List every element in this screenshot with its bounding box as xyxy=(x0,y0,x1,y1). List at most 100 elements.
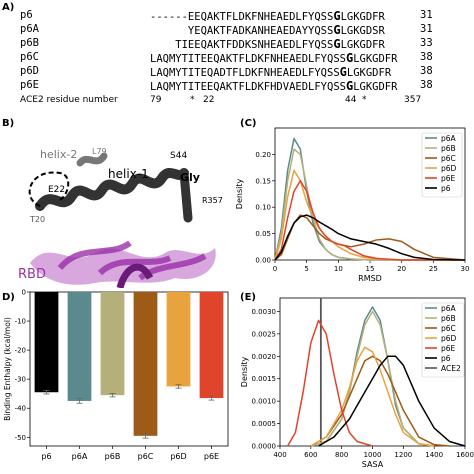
y-tick-label: -10 xyxy=(15,318,26,326)
x-tick-label: p6A xyxy=(72,452,88,461)
sequence-alignment: p6 ------EEQAKTFLDKFNHEAEDLFYQSSGLGKGDFR 3… xyxy=(0,0,474,115)
x-tick-label: 5 xyxy=(304,265,308,273)
bar-p6A xyxy=(67,292,92,401)
x-tick-label: 25 xyxy=(429,265,438,273)
x-axis-label: SASA xyxy=(362,460,384,469)
y-tick-label: 0.0030 xyxy=(252,308,277,316)
y-tick-label: 0.10 xyxy=(255,204,271,212)
x-tick-label: p6 xyxy=(41,452,51,461)
panel-b-label: B) xyxy=(2,118,15,129)
legend-label: p6A xyxy=(441,304,457,313)
chart-rmsd: 0 5 10 15 20 25 30 0.00 0.05 0.10 0.15 0.20 RMSD Dens… xyxy=(235,127,470,283)
legend-label: p6C xyxy=(441,154,456,163)
x-tick-label: 10 xyxy=(334,265,343,273)
y-tick-label: 0.20 xyxy=(255,151,271,159)
y-tick-label: 0.05 xyxy=(255,230,271,238)
bar-p6 xyxy=(34,292,59,393)
t20-label: T20 xyxy=(29,215,45,224)
helix1-tail xyxy=(179,168,193,223)
series-line-p6E xyxy=(287,319,373,447)
sequence-length: 38 xyxy=(420,79,433,91)
bar-p6B xyxy=(100,292,125,396)
legend-label: p6D xyxy=(441,334,457,343)
series-line-p6 xyxy=(274,214,466,261)
y-tick-label: 0.0010 xyxy=(252,398,277,406)
sequence-length: 33 xyxy=(420,37,433,49)
y-tick-label: 0.0015 xyxy=(252,375,277,383)
y-tick-label: 0 xyxy=(22,289,26,297)
series-line-p6A xyxy=(310,306,435,447)
sequence-name: p6A xyxy=(20,23,39,35)
gly-label: Gly xyxy=(180,171,200,184)
x-tick-label: 1400 xyxy=(425,451,443,459)
x-tick-label: p6B xyxy=(105,452,121,461)
y-tick-label: -20 xyxy=(15,347,26,355)
x-tick-label: p6C xyxy=(138,452,154,461)
sequence-text: TIEEQAKTFDDKSNHEAEDLFYQSSGLGKGDFR xyxy=(150,37,385,51)
y-axis-label: Binding Enthalpy (kcal/mol) xyxy=(3,317,12,421)
series-line-p6 xyxy=(318,355,466,447)
legend-label: p6 xyxy=(441,354,451,363)
structure-figure: helix-2 L79 helix-1 S44 Gly E22 R357 T20… xyxy=(18,147,223,288)
panel-a-label: A) xyxy=(2,2,15,13)
helix2-ribbon xyxy=(76,152,108,167)
series-line-p6B xyxy=(274,148,465,261)
sequence-length: 31 xyxy=(420,9,433,21)
s44-label: S44 xyxy=(170,151,187,161)
series-line-p6E xyxy=(274,180,465,261)
sequence-name: p6E xyxy=(20,79,39,91)
helix1-ribbon xyxy=(35,167,189,211)
y-tick-label: -30 xyxy=(15,376,26,384)
residue-star: * xyxy=(362,95,367,105)
x-tick-label: 1600 xyxy=(456,451,474,459)
sequence-length: 31 xyxy=(420,23,433,35)
x-tick-label: 1000 xyxy=(364,451,382,459)
legend-label: p6 xyxy=(441,184,451,193)
l79-label: L79 xyxy=(92,147,107,156)
residue-79: 79 xyxy=(150,95,162,105)
x-tick-label: 20 xyxy=(397,265,406,273)
sequence-name: p6C xyxy=(20,51,39,63)
x-tick-label: 1200 xyxy=(394,451,412,459)
x-tick-label: p6D xyxy=(170,452,186,461)
y-tick-label: 0.15 xyxy=(255,177,271,185)
panel-e-label: (E) xyxy=(240,292,256,303)
r357-label: R357 xyxy=(202,196,223,205)
x-tick-label: 30 xyxy=(461,265,470,273)
rbd-dark-loop xyxy=(116,263,154,288)
x-axis-label: RMSD xyxy=(358,274,382,283)
y-axis-label: Density xyxy=(235,179,244,210)
sequence-length: 38 xyxy=(420,65,433,77)
rbd-label: RBD xyxy=(18,267,46,282)
bar-p6D xyxy=(166,292,191,387)
y-axis-label: Density xyxy=(240,357,249,388)
x-tick-label: 600 xyxy=(304,451,317,459)
x-tick-label: 15 xyxy=(366,265,375,273)
sequence-text: YEQAKTFADKANHEAEDAYYQSSGLGKGDSR xyxy=(150,23,385,37)
y-tick-label: 0.0000 xyxy=(252,443,277,451)
plot-frame xyxy=(29,291,229,447)
legend-label: p6E xyxy=(441,344,456,353)
legend-label: p6C xyxy=(441,324,456,333)
y-tick-label: 0.0025 xyxy=(252,330,277,338)
legend-box xyxy=(421,132,463,198)
residue-44: 44 xyxy=(345,95,357,105)
bar-p6C xyxy=(133,292,158,436)
legend-label: p6E xyxy=(441,174,456,183)
sequence-text: LAQMYTITEEQAKTFLDKFNHEAEDLFYQSSGLGKGDFR xyxy=(150,51,398,65)
y-tick-label: 0.00 xyxy=(255,257,271,265)
legend-label: p6D xyxy=(441,164,457,173)
y-tick-label: -50 xyxy=(15,434,26,442)
x-tick-label: 800 xyxy=(335,451,348,459)
chart-enthalpy: 0 -10 -20 -30 -40 -50 Binding Enthalpy (kcal/m… xyxy=(3,289,229,461)
sequence-name: p6 xyxy=(20,9,33,21)
panel-d-label: D) xyxy=(2,292,15,303)
series-line-p6C xyxy=(274,214,466,261)
sequence-text: LAQMYTITEQADTFLDKFNHEAEDLFYQSSGLGKGDFR xyxy=(150,65,392,79)
sequence-name: p6D xyxy=(20,65,39,77)
residue-22: 22 xyxy=(203,95,215,105)
helix1-label: helix-1 xyxy=(108,167,149,181)
sequence-length: 38 xyxy=(420,51,433,63)
x-tick-label: 0 xyxy=(273,265,277,273)
sequence-text: LAQMYTITEEQAKTFLDKFHDVAEDLFYQSSGLGKGDFR xyxy=(150,79,398,93)
